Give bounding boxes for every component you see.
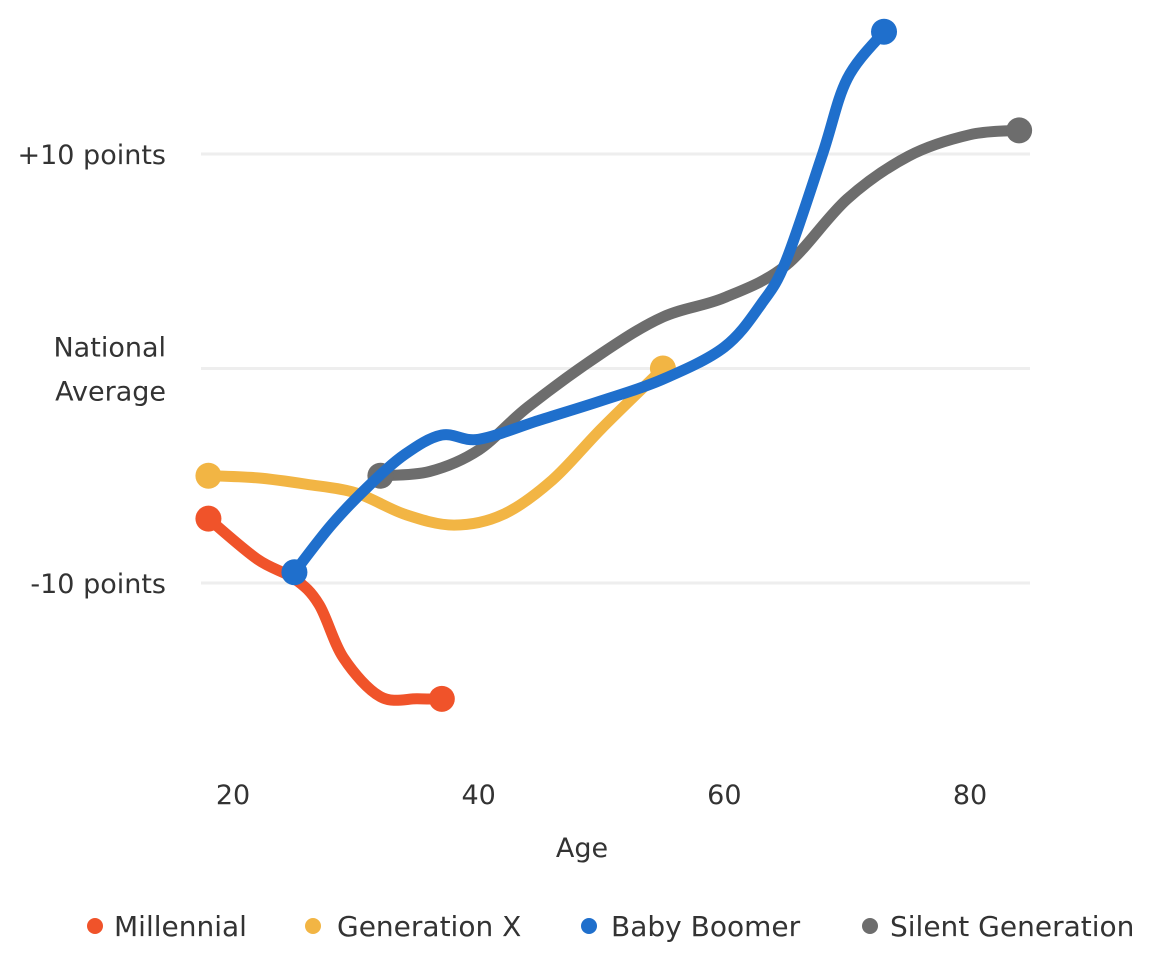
- legend-label: Generation X: [337, 910, 521, 943]
- x-tick-label: 40: [461, 780, 495, 811]
- series-silent-generation: [367, 117, 1033, 489]
- legend-label: Baby Boomer: [611, 910, 801, 943]
- legend: Millennial Generation X Baby Boomer Silent …: [87, 910, 1134, 943]
- x-axis-title: Age: [556, 833, 608, 864]
- y-tick-label: +10 points: [18, 140, 167, 171]
- legend-item: Silent Generation: [862, 910, 1134, 943]
- series-line: [374, 124, 1025, 482]
- y-tick-label: National: [53, 333, 166, 364]
- legend-marker: [87, 918, 103, 934]
- gridlines: [201, 152, 1030, 585]
- data-point: [281, 559, 308, 586]
- data-point: [195, 462, 222, 489]
- series-line: [288, 26, 890, 578]
- series-millennial: [195, 505, 455, 712]
- legend-label: Silent Generation: [890, 910, 1134, 943]
- legend-item: Millennial: [87, 910, 247, 943]
- data-point: [195, 505, 222, 532]
- series-line: [202, 363, 669, 531]
- series-lines: [195, 18, 1033, 712]
- x-tick-label: 80: [953, 780, 987, 811]
- data-point: [1006, 117, 1033, 144]
- x-tick-label: 20: [216, 780, 250, 811]
- legend-marker: [581, 918, 597, 934]
- series-line: [202, 513, 448, 706]
- x-axis-labels: 20 40 60 80: [216, 780, 987, 811]
- legend-item: Baby Boomer: [581, 910, 801, 943]
- legend-label: Millennial: [114, 910, 247, 943]
- y-axis-labels: +10 points National Average -10 points: [18, 140, 167, 600]
- y-tick-label: Average: [55, 377, 166, 408]
- x-tick-label: 60: [707, 780, 741, 811]
- legend-marker: [862, 918, 878, 934]
- data-point: [428, 685, 455, 712]
- data-point: [871, 18, 898, 45]
- legend-item: Generation X: [305, 910, 521, 943]
- legend-marker: [305, 918, 321, 934]
- series-baby-boomer: [281, 18, 898, 586]
- y-tick-label: -10 points: [30, 569, 166, 600]
